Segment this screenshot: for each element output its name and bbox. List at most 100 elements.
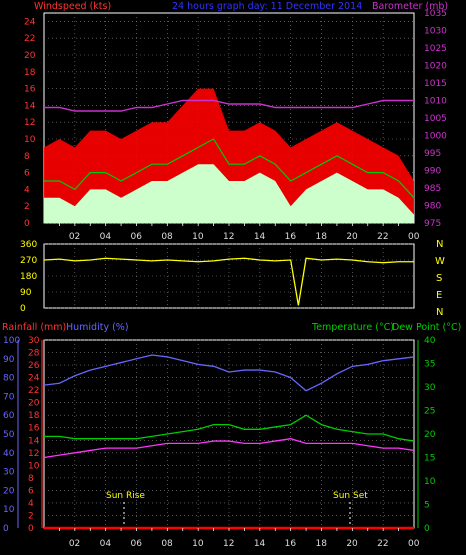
x-tick-label-bottom: 04 <box>100 539 112 549</box>
x-tick-label-bottom: 16 <box>285 539 297 549</box>
x-tick-label-top: 20 <box>346 232 358 242</box>
rain-y-tick: 20 <box>28 399 40 409</box>
compass-s: S <box>436 273 442 284</box>
rain-y-tick: 8 <box>28 474 34 484</box>
humidity-y-tick: 40 <box>3 449 15 459</box>
x-tick-label-top: 04 <box>100 232 112 242</box>
temp-y-tick: 0 <box>424 524 430 534</box>
compass-e: E <box>436 290 442 301</box>
x-tick-label-top: 18 <box>316 232 328 242</box>
wind-y-tick: 12 <box>24 118 35 128</box>
graph-title: 24 hours graph day: 11 December 2014 <box>172 1 362 12</box>
x-tick-label-top: 14 <box>254 232 266 242</box>
rain-y-tick: 26 <box>28 361 40 371</box>
rain-y-tick: 28 <box>28 349 40 359</box>
temp-y-tick: 25 <box>424 407 435 417</box>
grid-layer <box>44 13 414 529</box>
x-tick-label-bottom: 14 <box>254 539 266 549</box>
x-tick-label-top: 08 <box>161 232 173 242</box>
humidity-line <box>43 354 415 392</box>
baro-y-tick: 975 <box>424 219 441 229</box>
x-tick-label-top: 16 <box>285 232 297 242</box>
temp-y-tick: 15 <box>424 454 435 464</box>
temp-y-tick: 10 <box>424 477 436 487</box>
x-tick-label-top: 10 <box>192 232 204 242</box>
temp-y-tick: 35 <box>424 360 435 370</box>
baro-y-tick: 1005 <box>424 114 447 124</box>
baro-y-tick: 1010 <box>424 97 447 107</box>
baro-y-tick: 980 <box>424 202 441 212</box>
direction-y-tick: 360 <box>20 240 37 250</box>
dewpoint-title: Dew Point (°C) <box>392 322 461 333</box>
direction-y-tick: 90 <box>20 288 32 298</box>
wind-y-tick: 0 <box>24 219 30 229</box>
wind-y-tick: 6 <box>24 169 30 179</box>
rain-y-tick: 18 <box>28 411 40 421</box>
average-wind-line <box>44 138 415 199</box>
x-tick-label-bottom: 02 <box>69 539 80 549</box>
wind-y-tick: 10 <box>24 135 36 145</box>
direction-y-tick: 0 <box>20 304 26 314</box>
temperature-line <box>44 414 415 442</box>
humidity-y-tick: 50 <box>3 430 15 440</box>
wind-y-tick: 8 <box>24 152 30 162</box>
humidity-y-tick: 100 <box>3 336 20 346</box>
humidity-y-tick: 80 <box>3 374 15 384</box>
axis-layer: 0202040406060808101012121414161618182020… <box>3 9 447 549</box>
rain-y-tick: 2 <box>28 511 34 521</box>
x-tick-label-bottom: 10 <box>192 539 204 549</box>
sun-rise-label: Sun Rise <box>106 491 145 501</box>
x-tick-label-bottom: 12 <box>223 539 234 549</box>
baro-y-tick: 1000 <box>424 132 447 142</box>
compass-w: W <box>435 256 445 267</box>
x-tick-label-top: 12 <box>223 232 234 242</box>
wind-y-tick: 4 <box>24 185 30 195</box>
wind-y-tick: 2 <box>24 202 30 212</box>
humidity-y-tick: 70 <box>3 392 15 402</box>
wind-y-tick: 20 <box>24 51 36 61</box>
temp-y-tick: 5 <box>424 501 430 511</box>
wind-direction-line <box>43 257 414 306</box>
dew-point-line <box>43 438 415 459</box>
x-tick-label-top: 06 <box>131 232 143 242</box>
x-tick-label-bottom: 06 <box>131 539 143 549</box>
humidity-y-tick: 10 <box>3 505 15 515</box>
rain-y-tick: 10 <box>28 461 40 471</box>
baro-y-tick: 990 <box>424 167 441 177</box>
baro-y-tick: 1015 <box>424 79 447 89</box>
temperature-title: Temperature (°C) <box>311 322 394 333</box>
wind-y-tick: 16 <box>24 85 36 95</box>
baro-y-tick: 995 <box>424 149 441 159</box>
direction-y-tick: 180 <box>20 272 37 282</box>
wind-speed-area <box>44 164 414 223</box>
x-tick-label-bottom: 08 <box>161 539 173 549</box>
rain-y-tick: 22 <box>28 386 39 396</box>
rain-y-tick: 14 <box>28 436 40 446</box>
humidity-y-tick: 90 <box>3 355 15 365</box>
direction-series-layer <box>43 257 414 306</box>
humidity-y-tick: 30 <box>3 468 15 478</box>
compass-n-top: N <box>436 239 443 250</box>
x-tick-label-bottom: 00 <box>408 539 420 549</box>
temp-y-tick: 20 <box>424 430 436 440</box>
baro-y-tick: 985 <box>424 184 441 194</box>
x-tick-label-top: 02 <box>69 232 80 242</box>
wind-y-tick: 14 <box>24 101 36 111</box>
x-tick-label-bottom: 20 <box>346 539 358 549</box>
rain-y-tick: 12 <box>28 449 39 459</box>
rain-y-tick: 30 <box>28 336 40 346</box>
wind-series-layer <box>44 88 415 223</box>
wind-y-tick: 24 <box>24 17 36 27</box>
compass-n-bottom: N <box>436 307 443 318</box>
x-tick-label-top: 00 <box>408 232 420 242</box>
temp-y-tick: 30 <box>424 383 436 393</box>
baro-y-tick: 1020 <box>424 62 447 72</box>
x-tick-label-top: 22 <box>377 232 388 242</box>
rain-y-tick: 6 <box>28 486 34 496</box>
humidity-y-tick: 0 <box>3 524 9 534</box>
humidity-y-tick: 60 <box>3 411 15 421</box>
rain-y-tick: 16 <box>28 424 40 434</box>
direction-y-tick: 270 <box>20 256 37 266</box>
rain-y-tick: 0 <box>28 524 34 534</box>
